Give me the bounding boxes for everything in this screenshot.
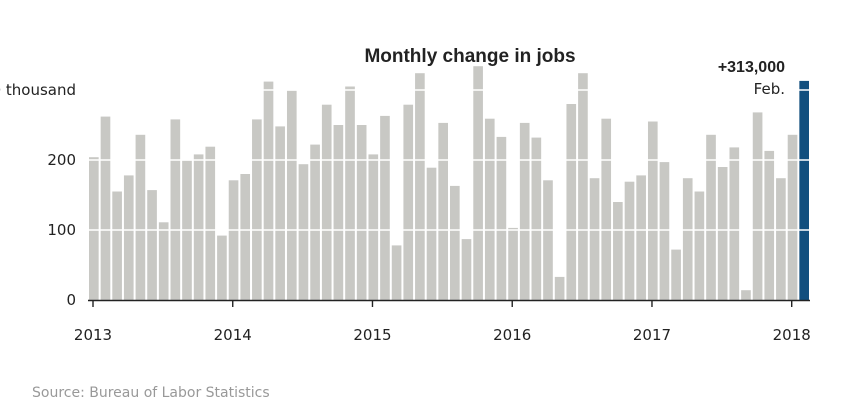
bar: [205, 146, 216, 300]
bar: [193, 154, 204, 300]
bar: [741, 290, 751, 300]
bar: [356, 125, 367, 300]
bar: [228, 180, 239, 300]
bar: [345, 86, 355, 300]
bar: [321, 104, 332, 300]
bar: [89, 157, 99, 300]
bar: [263, 81, 274, 300]
bar: [764, 150, 775, 300]
bar: [484, 118, 495, 300]
bar: [496, 136, 507, 300]
y-tick-label: 100: [47, 221, 76, 239]
bar: [706, 134, 716, 300]
bar: [671, 249, 681, 300]
bar: [531, 137, 542, 300]
bar: [380, 115, 390, 301]
bar: [438, 122, 448, 301]
bar: [112, 191, 122, 300]
x-tick-label: 2013: [74, 326, 112, 344]
bar: [682, 178, 693, 300]
chart-title: Monthly change in jobs: [364, 46, 575, 67]
bar: [100, 116, 111, 300]
bar: [508, 227, 518, 300]
bar: [310, 144, 320, 300]
bar: [217, 235, 227, 300]
bar: [415, 73, 425, 300]
bar: [473, 66, 483, 300]
bar: [147, 190, 157, 300]
bar: [333, 125, 344, 300]
bar: [752, 112, 763, 301]
bar: [170, 119, 181, 301]
y-tick-label: 200: [47, 151, 76, 169]
bar: [240, 174, 251, 300]
bar: [158, 222, 169, 300]
bars-group: [89, 66, 809, 301]
bar: [659, 162, 670, 300]
bar: [275, 126, 285, 301]
x-tick-label: 2014: [214, 326, 252, 344]
x-tick-label: 2016: [493, 326, 531, 344]
bar: [578, 73, 588, 300]
highlight-value-label: +313,000: [718, 59, 785, 76]
bar: [135, 134, 146, 300]
bar: [694, 191, 705, 300]
bar: [519, 122, 530, 301]
bar: [729, 147, 740, 300]
bar: [776, 178, 786, 300]
bar: [450, 185, 460, 300]
bar: [647, 121, 658, 300]
bar: [601, 118, 612, 300]
bar: [717, 167, 728, 300]
bar: [368, 154, 379, 300]
x-axis: 2013 2014 2015 2016 2017 2018: [74, 299, 811, 344]
x-tick-label: 2017: [633, 326, 671, 344]
bar-highlight: [799, 80, 809, 301]
bar: [391, 245, 402, 300]
bar: [543, 180, 553, 300]
bar: [787, 134, 798, 300]
bar: [123, 175, 134, 300]
y-tick-label: 0: [66, 291, 76, 309]
bar: [426, 167, 437, 300]
bar: [613, 202, 623, 300]
source-note: Source: Bureau of Labor Statistics: [32, 385, 270, 401]
bar: [566, 104, 577, 300]
bar: [403, 104, 414, 300]
highlight-month-label: Feb.: [754, 80, 785, 98]
bar: [589, 178, 600, 300]
bar: [624, 181, 635, 300]
bar: [298, 164, 309, 300]
x-tick-label: 2018: [773, 326, 811, 344]
bar: [636, 175, 646, 300]
y-axis-labels: +300 thousand 200 100 0: [0, 81, 76, 309]
bar: [286, 90, 297, 300]
bar: [252, 119, 262, 301]
gridlines-group: [88, 89, 810, 231]
x-tick-label: 2015: [353, 326, 391, 344]
bar: [554, 276, 565, 300]
bar: [461, 239, 472, 300]
y-tick-label: +300 thousand: [0, 81, 76, 99]
